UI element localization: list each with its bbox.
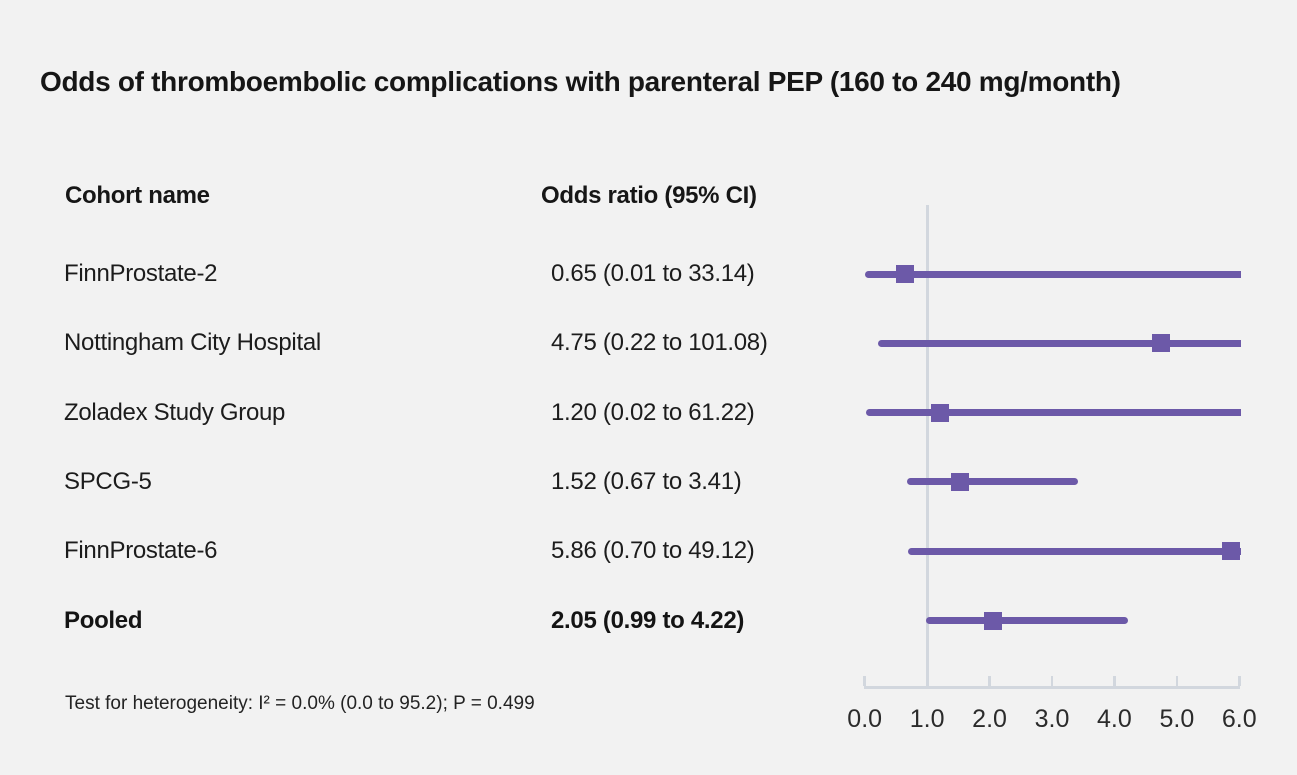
odds-ratio-value: 0.65 (0.01 to 33.14) — [551, 260, 755, 287]
cohort-label: Zoladex Study Group — [64, 398, 286, 426]
heterogeneity-footnote: Test for heterogeneity: I² = 0.0% (0.0 t… — [65, 693, 535, 714]
x-axis-tick — [988, 676, 991, 686]
confidence-interval-bar — [865, 270, 1241, 278]
cohort-label: Pooled — [64, 606, 143, 634]
x-axis-tick-label: 1.0 — [909, 705, 945, 733]
x-axis-tick — [863, 676, 866, 686]
confidence-interval-bar — [865, 409, 1241, 417]
odds-ratio-value: 4.75 (0.22 to 101.08) — [551, 329, 768, 357]
cohort-label: FinnProstate-2 — [64, 260, 218, 287]
x-axis-tick-label: 6.0 — [1221, 705, 1257, 733]
ci-bars-clip-region — [864, 0, 1241, 686]
x-axis-tick-label: 4.0 — [1097, 705, 1132, 733]
x-axis-tick — [1050, 676, 1054, 686]
cohort-name-column-header: Cohort name — [65, 182, 210, 209]
x-axis-tick — [1238, 676, 1241, 686]
chart-title: Odds of thromboembolic complications wit… — [40, 66, 1121, 97]
odds-ratio-value: 5.86 (0.70 to 49.12) — [551, 537, 755, 565]
point-estimate-marker — [950, 472, 969, 491]
point-estimate-marker — [983, 611, 1002, 630]
x-axis-tick-label: 3.0 — [1034, 705, 1070, 733]
confidence-interval-bar — [878, 339, 1241, 347]
cohort-label: FinnProstate-6 — [64, 537, 218, 565]
odds-ratio-value: 1.52 (0.67 to 3.41) — [551, 467, 742, 495]
x-axis-tick — [925, 676, 929, 686]
point-estimate-marker — [896, 265, 915, 283]
x-axis-tick-label: 5.0 — [1159, 705, 1195, 733]
x-axis-tick-label: 0.0 — [847, 705, 883, 733]
point-estimate-marker — [1221, 542, 1240, 561]
odds-ratio-value: 1.20 (0.02 to 61.22) — [551, 398, 755, 426]
cohort-label: Nottingham City Hospital — [64, 329, 321, 357]
x-axis-line — [863, 686, 1241, 689]
x-axis-tick — [1175, 676, 1179, 686]
point-estimate-marker — [1152, 334, 1171, 353]
cohort-label: SPCG-5 — [64, 467, 152, 495]
confidence-interval-bar — [926, 617, 1129, 624]
x-axis-tick — [1113, 676, 1116, 686]
odds-ratio-column-header: Odds ratio (95% CI) — [541, 182, 757, 209]
reference-line-or-1 — [925, 205, 929, 688]
x-axis-tick-label: 2.0 — [972, 705, 1007, 733]
odds-ratio-value: 2.05 (0.99 to 4.22) — [551, 606, 745, 634]
point-estimate-marker — [930, 403, 949, 422]
confidence-interval-bar — [906, 478, 1078, 486]
confidence-interval-bar — [908, 547, 1241, 555]
